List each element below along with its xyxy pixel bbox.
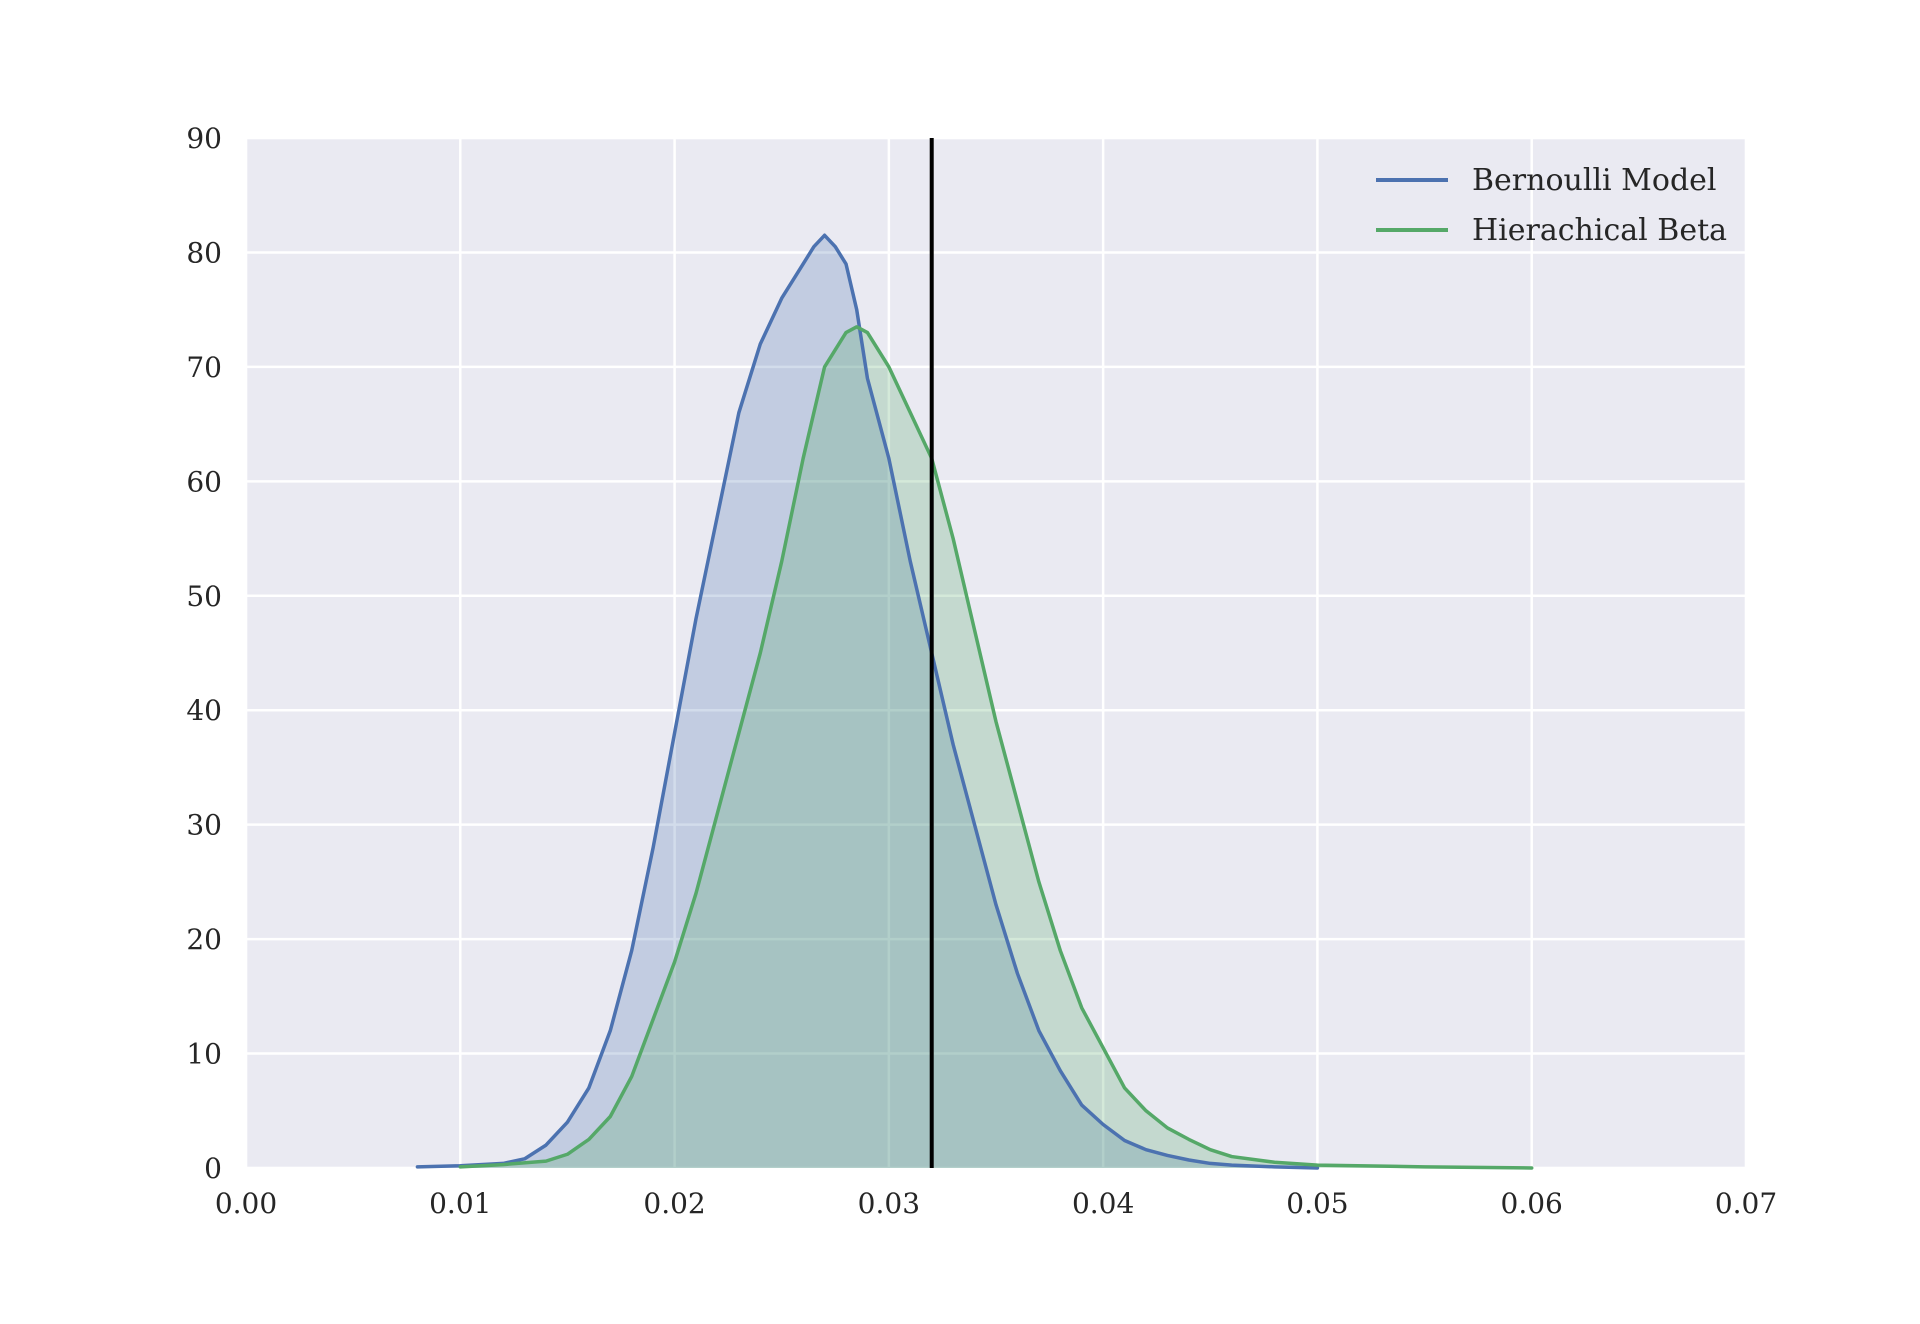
x-axis-tick-labels: 0.00 0.01 0.02 0.03 0.04 0.05 0.06 0.07	[215, 1187, 1777, 1220]
series-area-0	[417, 235, 1318, 1168]
y-tick-label-3: 30	[186, 809, 222, 842]
x-tick-label-0: 0.00	[215, 1187, 277, 1220]
y-tick-label-2: 20	[186, 923, 222, 956]
series-area-1	[460, 326, 1532, 1169]
series-line-0	[415, 233, 1320, 1170]
y-tick-label-6: 60	[186, 465, 222, 498]
x-tick-label-3: 0.03	[858, 1187, 920, 1220]
series-layer	[415, 233, 1534, 1170]
x-tick-label-7: 0.07	[1715, 1187, 1777, 1220]
y-tick-label-4: 40	[186, 694, 222, 727]
y-tick-label-8: 80	[186, 236, 222, 269]
y-tick-label-9: 90	[186, 122, 222, 155]
y-tick-label-0: 0	[204, 1152, 222, 1185]
plot-background	[246, 138, 1746, 1168]
x-tick-label-6: 0.06	[1501, 1187, 1563, 1220]
y-tick-label-1: 10	[186, 1038, 222, 1071]
legend: Bernoulli Model Hierachical Beta	[1376, 163, 1727, 248]
x-tick-label-2: 0.02	[643, 1187, 705, 1220]
y-tick-label-7: 70	[186, 351, 222, 384]
y-tick-label-5: 50	[186, 580, 222, 613]
legend-label-1: Hierachical Beta	[1472, 213, 1727, 248]
legend-label-0: Bernoulli Model	[1472, 163, 1717, 198]
x-tick-label-5: 0.05	[1286, 1187, 1348, 1220]
x-tick-label-4: 0.04	[1072, 1187, 1134, 1220]
grid-lines	[244, 136, 1748, 1170]
y-axis-tick-labels: 0 10 20 30 40 50 60 70 80 90	[186, 122, 222, 1185]
x-tick-label-1: 0.01	[429, 1187, 491, 1220]
series-line-1	[458, 325, 1534, 1170]
